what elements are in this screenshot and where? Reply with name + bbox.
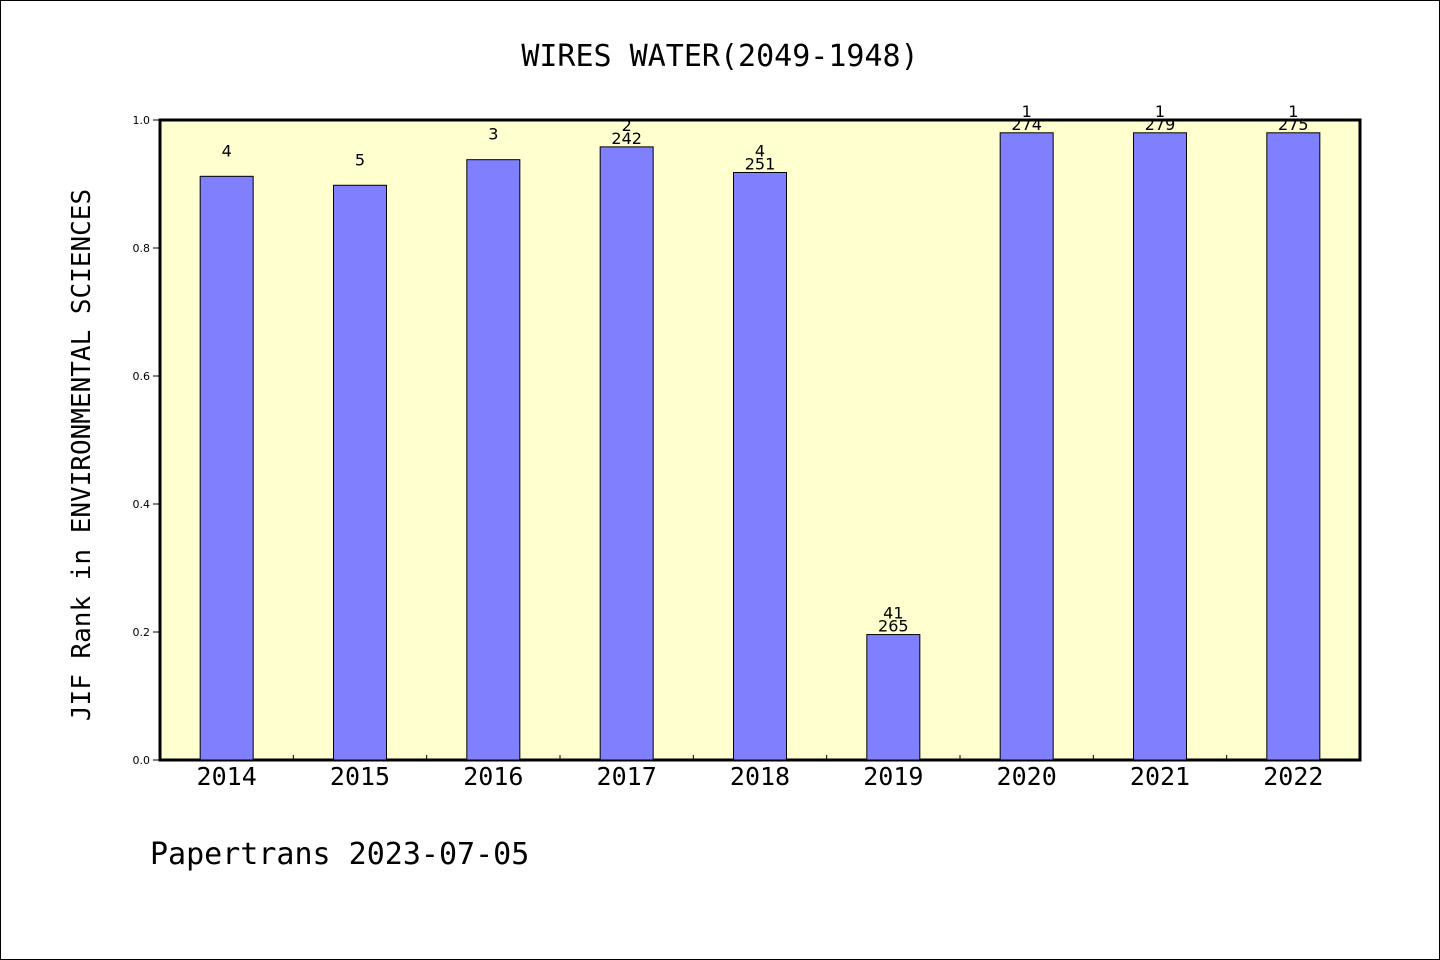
rank-label: 41 [883,604,903,623]
total-label: 274 [1011,115,1042,134]
bar-2016 [466,159,521,761]
y-tick-label: 0.8 [133,242,151,255]
y-tick-label: 0.2 [133,626,151,639]
rank-label: 3 [488,125,498,144]
x-tick-label: 2022 [1263,762,1323,791]
bar-2021 [1133,132,1187,761]
bar-2022 [1266,132,1321,761]
total-label: 265 [878,617,909,636]
x-tick-label: 2016 [463,762,523,791]
x-tick-label: 2020 [997,762,1057,791]
rank-label: 4 [755,141,765,160]
x-tick-label: 2014 [197,762,257,791]
total-label: 279 [1145,115,1176,134]
rank-label: 1 [1022,102,1032,121]
y-tick-label: 0.4 [133,498,151,511]
total-label: 275 [1278,115,1309,134]
x-tick-label: 2018 [730,762,790,791]
y-tick-label: 1.0 [133,114,151,127]
y-axis-label: JIF Rank in ENVIRONMENTAL SCIENCES [67,189,97,721]
x-axis: 2014 2015 2016 2017 2018 2019 2020 2021 2022 [197,755,1323,791]
bar-2018 [733,171,787,761]
y-tick-label: 0.6 [133,370,151,383]
total-label: 251 [745,154,776,173]
x-tick-label: 2017 [597,762,657,791]
rank-label: 1 [1288,102,1298,121]
total-label: 242 [611,129,642,148]
rank-label: 1 [1155,102,1165,121]
x-tick-label: 2015 [330,762,390,791]
bar-2017 [599,146,654,761]
bar-2014 [199,175,254,761]
bar-2020 [999,132,1054,761]
x-tick-label: 2021 [1130,762,1190,791]
rank-label: 2 [622,116,632,135]
bar-2019 [866,634,921,761]
rank-label: 5 [355,150,365,169]
footer-credit: Papertrans 2023-07-05 [150,837,529,872]
chart-title: WIRES WATER(2049-1948) [521,39,918,74]
rank-label: 4 [222,141,232,160]
y-tick-label: 0.0 [133,754,151,767]
y-axis: 0.0 0.2 0.4 0.6 0.8 1.0 [133,114,160,767]
x-tick-label: 2019 [863,762,923,791]
bar-2015 [333,184,387,761]
